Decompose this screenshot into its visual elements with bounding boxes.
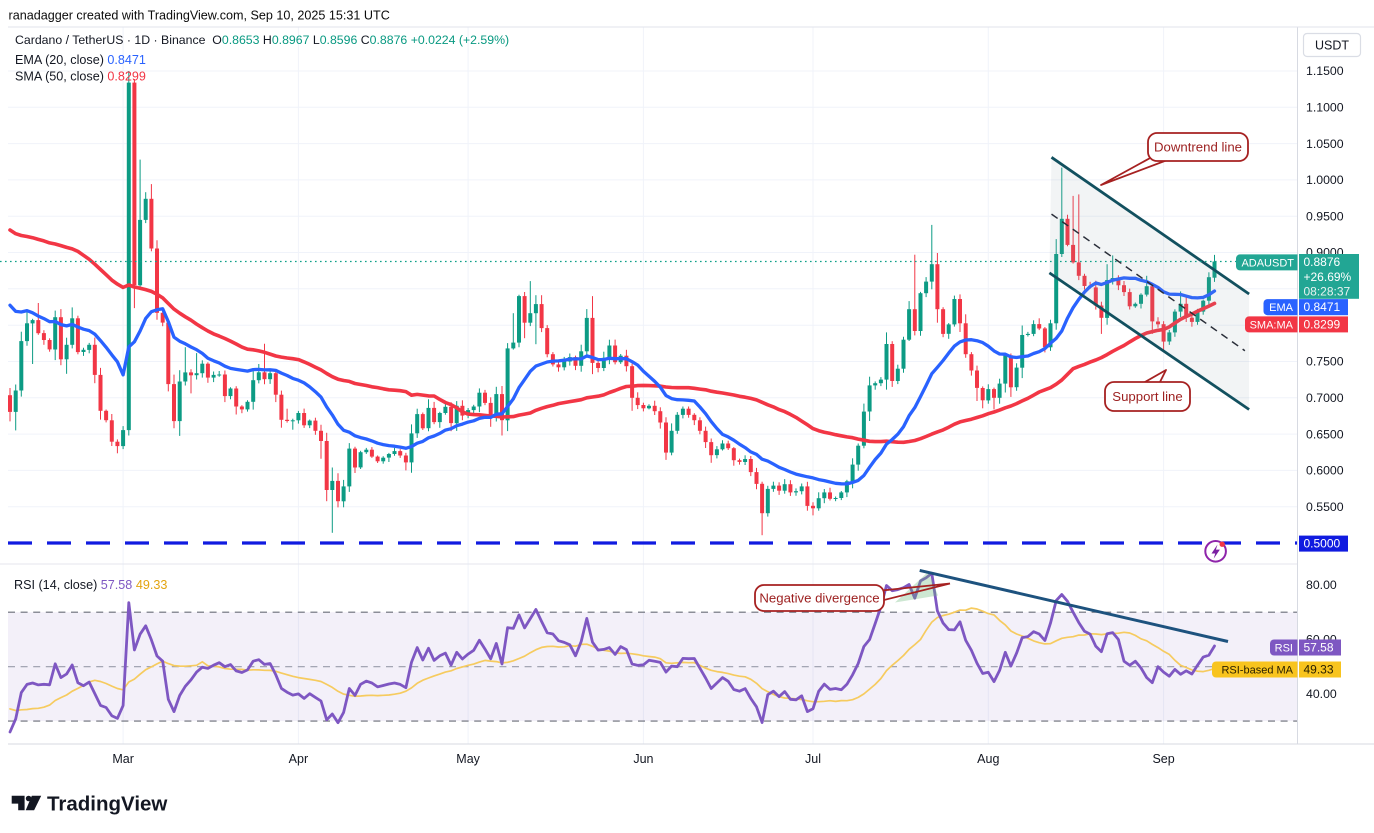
svg-text:ADAUSDT: ADAUSDT bbox=[1241, 258, 1294, 270]
svg-text:57.58: 57.58 bbox=[1304, 641, 1334, 655]
svg-text:EMA (20, close) 0.8471: EMA (20, close) 0.8471 bbox=[15, 53, 146, 67]
svg-text:+26.69%: +26.69% bbox=[1304, 270, 1352, 284]
svg-text:Jul: Jul bbox=[805, 752, 821, 766]
svg-text:40.00: 40.00 bbox=[1306, 687, 1337, 701]
svg-text:RSI (14, close) 57.58 49.33: RSI (14, close) 57.58 49.33 bbox=[14, 578, 167, 592]
svg-text:TradingView: TradingView bbox=[47, 793, 167, 816]
svg-text:USDT: USDT bbox=[1315, 39, 1349, 53]
svg-text:SMA (50, close) 0.8299: SMA (50, close) 0.8299 bbox=[15, 70, 146, 84]
svg-text:Mar: Mar bbox=[112, 752, 134, 766]
svg-text:May: May bbox=[456, 752, 480, 766]
svg-text:0.7500: 0.7500 bbox=[1306, 355, 1344, 369]
svg-text:0.8471: 0.8471 bbox=[1304, 300, 1341, 314]
svg-text:RSI-based MA: RSI-based MA bbox=[1221, 665, 1293, 677]
svg-text:0.9500: 0.9500 bbox=[1306, 209, 1344, 223]
svg-text:0.6500: 0.6500 bbox=[1306, 427, 1344, 441]
svg-text:Jun: Jun bbox=[633, 752, 653, 766]
svg-text:Apr: Apr bbox=[289, 752, 308, 766]
svg-text:1.0000: 1.0000 bbox=[1306, 173, 1344, 187]
svg-text:0.5500: 0.5500 bbox=[1306, 500, 1344, 514]
svg-text:1.1500: 1.1500 bbox=[1306, 64, 1344, 78]
svg-text:Aug: Aug bbox=[977, 752, 999, 766]
svg-text:RSI: RSI bbox=[1275, 643, 1293, 655]
svg-text:Downtrend line: Downtrend line bbox=[1154, 140, 1242, 155]
svg-text:Support line: Support line bbox=[1112, 389, 1182, 404]
svg-text:Cardano / TetherUS · 1D · Bina: Cardano / TetherUS · 1D · Binance O0.865… bbox=[15, 33, 509, 47]
svg-text:SMA:MA: SMA:MA bbox=[1250, 319, 1294, 331]
svg-text:0.6000: 0.6000 bbox=[1306, 464, 1344, 478]
svg-text:Sep: Sep bbox=[1152, 752, 1174, 766]
svg-text:0.8876: 0.8876 bbox=[1304, 255, 1341, 269]
svg-text:0.8299: 0.8299 bbox=[1304, 317, 1341, 331]
svg-text:1.0500: 1.0500 bbox=[1306, 137, 1344, 151]
svg-text:49.33: 49.33 bbox=[1304, 663, 1334, 677]
svg-text:ranadagger created with Tradin: ranadagger created with TradingView.com,… bbox=[9, 9, 390, 23]
svg-text:80.00: 80.00 bbox=[1306, 578, 1337, 592]
svg-text:0.7000: 0.7000 bbox=[1306, 391, 1344, 405]
svg-text:0.5000: 0.5000 bbox=[1304, 537, 1341, 551]
svg-text:Negative divergence: Negative divergence bbox=[759, 591, 879, 606]
svg-text:08:28:37: 08:28:37 bbox=[1304, 285, 1351, 299]
svg-text:1.1000: 1.1000 bbox=[1306, 101, 1344, 115]
svg-text:EMA: EMA bbox=[1269, 302, 1294, 314]
